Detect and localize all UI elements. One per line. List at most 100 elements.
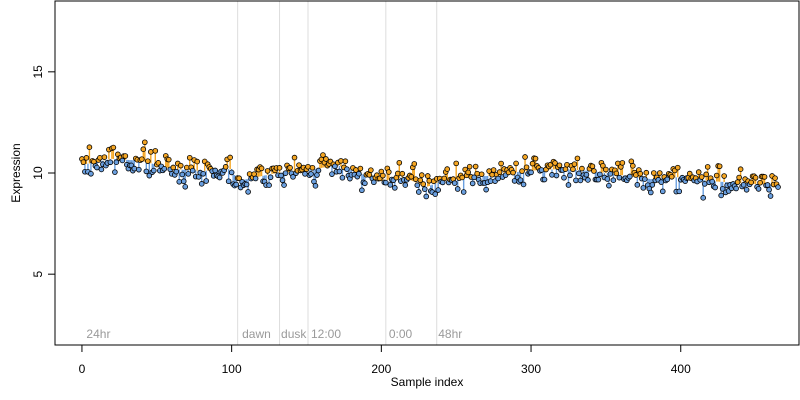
data-point [647,189,654,196]
data-point [574,155,581,162]
data-point [597,171,603,178]
data-point [279,177,286,184]
data-point [538,167,545,173]
data-point [600,162,606,169]
data-point [282,170,289,176]
data-point [83,155,90,161]
data-point [432,191,439,197]
data-point [182,184,189,190]
x-tick-label: 100 [222,362,242,376]
data-point [567,172,573,179]
data-point [88,170,94,177]
data-point [469,180,476,187]
data-point [589,163,596,170]
data-point [152,148,159,154]
data-point [579,165,585,172]
data-point [170,164,177,171]
data-point [496,169,503,175]
x-tick-label: 200 [371,362,391,376]
data-point [528,169,534,176]
data-point [291,154,298,161]
data-point [411,161,418,167]
data-point [312,183,319,189]
data-point [510,169,516,176]
data-point [561,174,567,181]
data-point [454,186,461,192]
data-point [585,177,591,183]
data-point [161,165,168,172]
data-point [637,170,644,177]
data-point [444,166,451,172]
data-point [577,177,584,184]
data-point [186,154,193,161]
data-point [701,181,708,187]
data-point [565,182,572,188]
data-point [435,187,442,193]
data-point [417,177,424,184]
data-point [359,187,365,194]
data-point [338,158,344,164]
data-point [145,158,151,164]
data-point [396,159,403,166]
data-point [489,171,495,178]
data-point [764,182,771,188]
data-point [368,167,374,173]
data-point [775,184,781,190]
annotation-label: dawn [242,327,271,341]
data-point [591,168,597,174]
data-point [733,185,739,192]
data-point [267,174,274,181]
data-point [302,171,308,177]
data-point [736,174,742,181]
data-point [421,186,428,192]
data-point [426,177,433,184]
data-point [86,144,93,150]
data-point [177,162,184,169]
data-point [146,172,153,179]
data-point [704,164,711,170]
data-point [674,164,681,171]
data-point [713,172,720,179]
data-point [643,169,650,176]
data-point [278,172,284,179]
data-point [344,166,350,172]
data-point [323,156,329,162]
data-point [767,193,774,199]
data-point [613,170,620,177]
data-point [281,182,287,188]
y-tick-label: 15 [31,65,45,79]
data-point [459,174,465,181]
data-point [236,175,242,182]
data-point [339,174,346,181]
data-point [478,171,485,178]
data-point [151,167,157,174]
data-point [498,160,504,167]
data-point [386,169,392,175]
annotation-label: dusk [281,327,307,341]
data-point [703,171,709,178]
x-tick-label: 0 [79,362,86,376]
annotation-labels: 24hr dawn dusk 12:00 0:00 48hr [86,327,462,341]
data-point [131,165,138,172]
data-point [194,158,201,165]
data-point [642,176,648,182]
data-point [719,186,726,192]
data-point [198,181,205,187]
data-point [718,192,724,199]
data-point [522,154,528,160]
data-point [98,166,105,173]
data-point [656,170,663,176]
y-tick-label: 10 [31,166,45,180]
data-point [451,180,458,186]
data-point [716,163,723,170]
data-point [203,178,209,184]
data-point [233,181,239,188]
data-point [97,155,103,161]
data-point [136,166,142,173]
data-point [402,182,409,188]
data-point [387,182,394,188]
data-point [757,179,763,186]
data-point [362,180,368,187]
data-point [474,170,480,177]
